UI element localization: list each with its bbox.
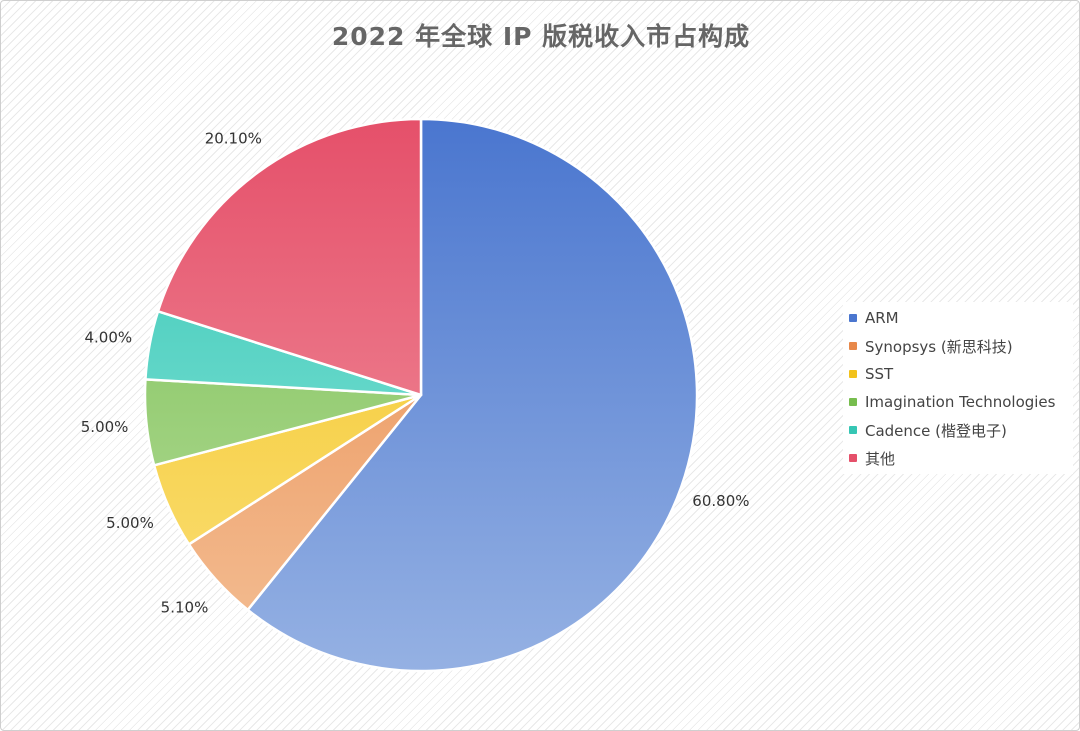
- legend-swatch-others: [849, 454, 857, 462]
- legend-swatch-synopsys: [849, 342, 857, 350]
- pie-label-imagination: 5.00%: [81, 418, 129, 436]
- legend-item-sst[interactable]: SST: [843, 360, 1073, 388]
- pie-label-cadence: 4.00%: [84, 328, 132, 346]
- legend-item-cadence[interactable]: Cadence (楷登电子): [843, 416, 1073, 444]
- legend-item-arm[interactable]: ARM: [843, 304, 1073, 332]
- legend-swatch-arm: [849, 314, 857, 322]
- legend-label-synopsys: Synopsys (新思科技): [865, 337, 1013, 356]
- pie-slice-arm[interactable]: [246, 117, 699, 673]
- legend-label-others: 其他: [865, 449, 896, 468]
- pie-label-arm: 60.80%: [692, 492, 749, 510]
- pie-slice-others[interactable]: [156, 117, 423, 397]
- legend-item-imagination[interactable]: Imagination Technologies: [843, 388, 1073, 416]
- legend-swatch-imagination: [849, 398, 857, 406]
- legend-label-arm: ARM: [865, 309, 899, 327]
- legend-label-sst: SST: [865, 365, 894, 383]
- legend-swatch-sst: [849, 370, 857, 378]
- chart-title: 2022 年全球 IP 版税收入市占构成: [331, 22, 751, 51]
- legend-label-imagination: Imagination Technologies: [865, 393, 1056, 411]
- pie-label-sst: 5.00%: [106, 514, 154, 532]
- legend-swatch-cadence: [849, 426, 857, 434]
- pie-label-others: 20.10%: [205, 129, 262, 147]
- legend-label-cadence: Cadence (楷登电子): [865, 421, 1007, 440]
- legend: ARM Synopsys (新思科技) SST Imagination Tech…: [843, 302, 1073, 474]
- legend-item-others[interactable]: 其他: [843, 444, 1073, 472]
- pie-label-synopsys: 5.10%: [161, 599, 209, 617]
- legend-item-synopsys[interactable]: Synopsys (新思科技): [843, 332, 1073, 360]
